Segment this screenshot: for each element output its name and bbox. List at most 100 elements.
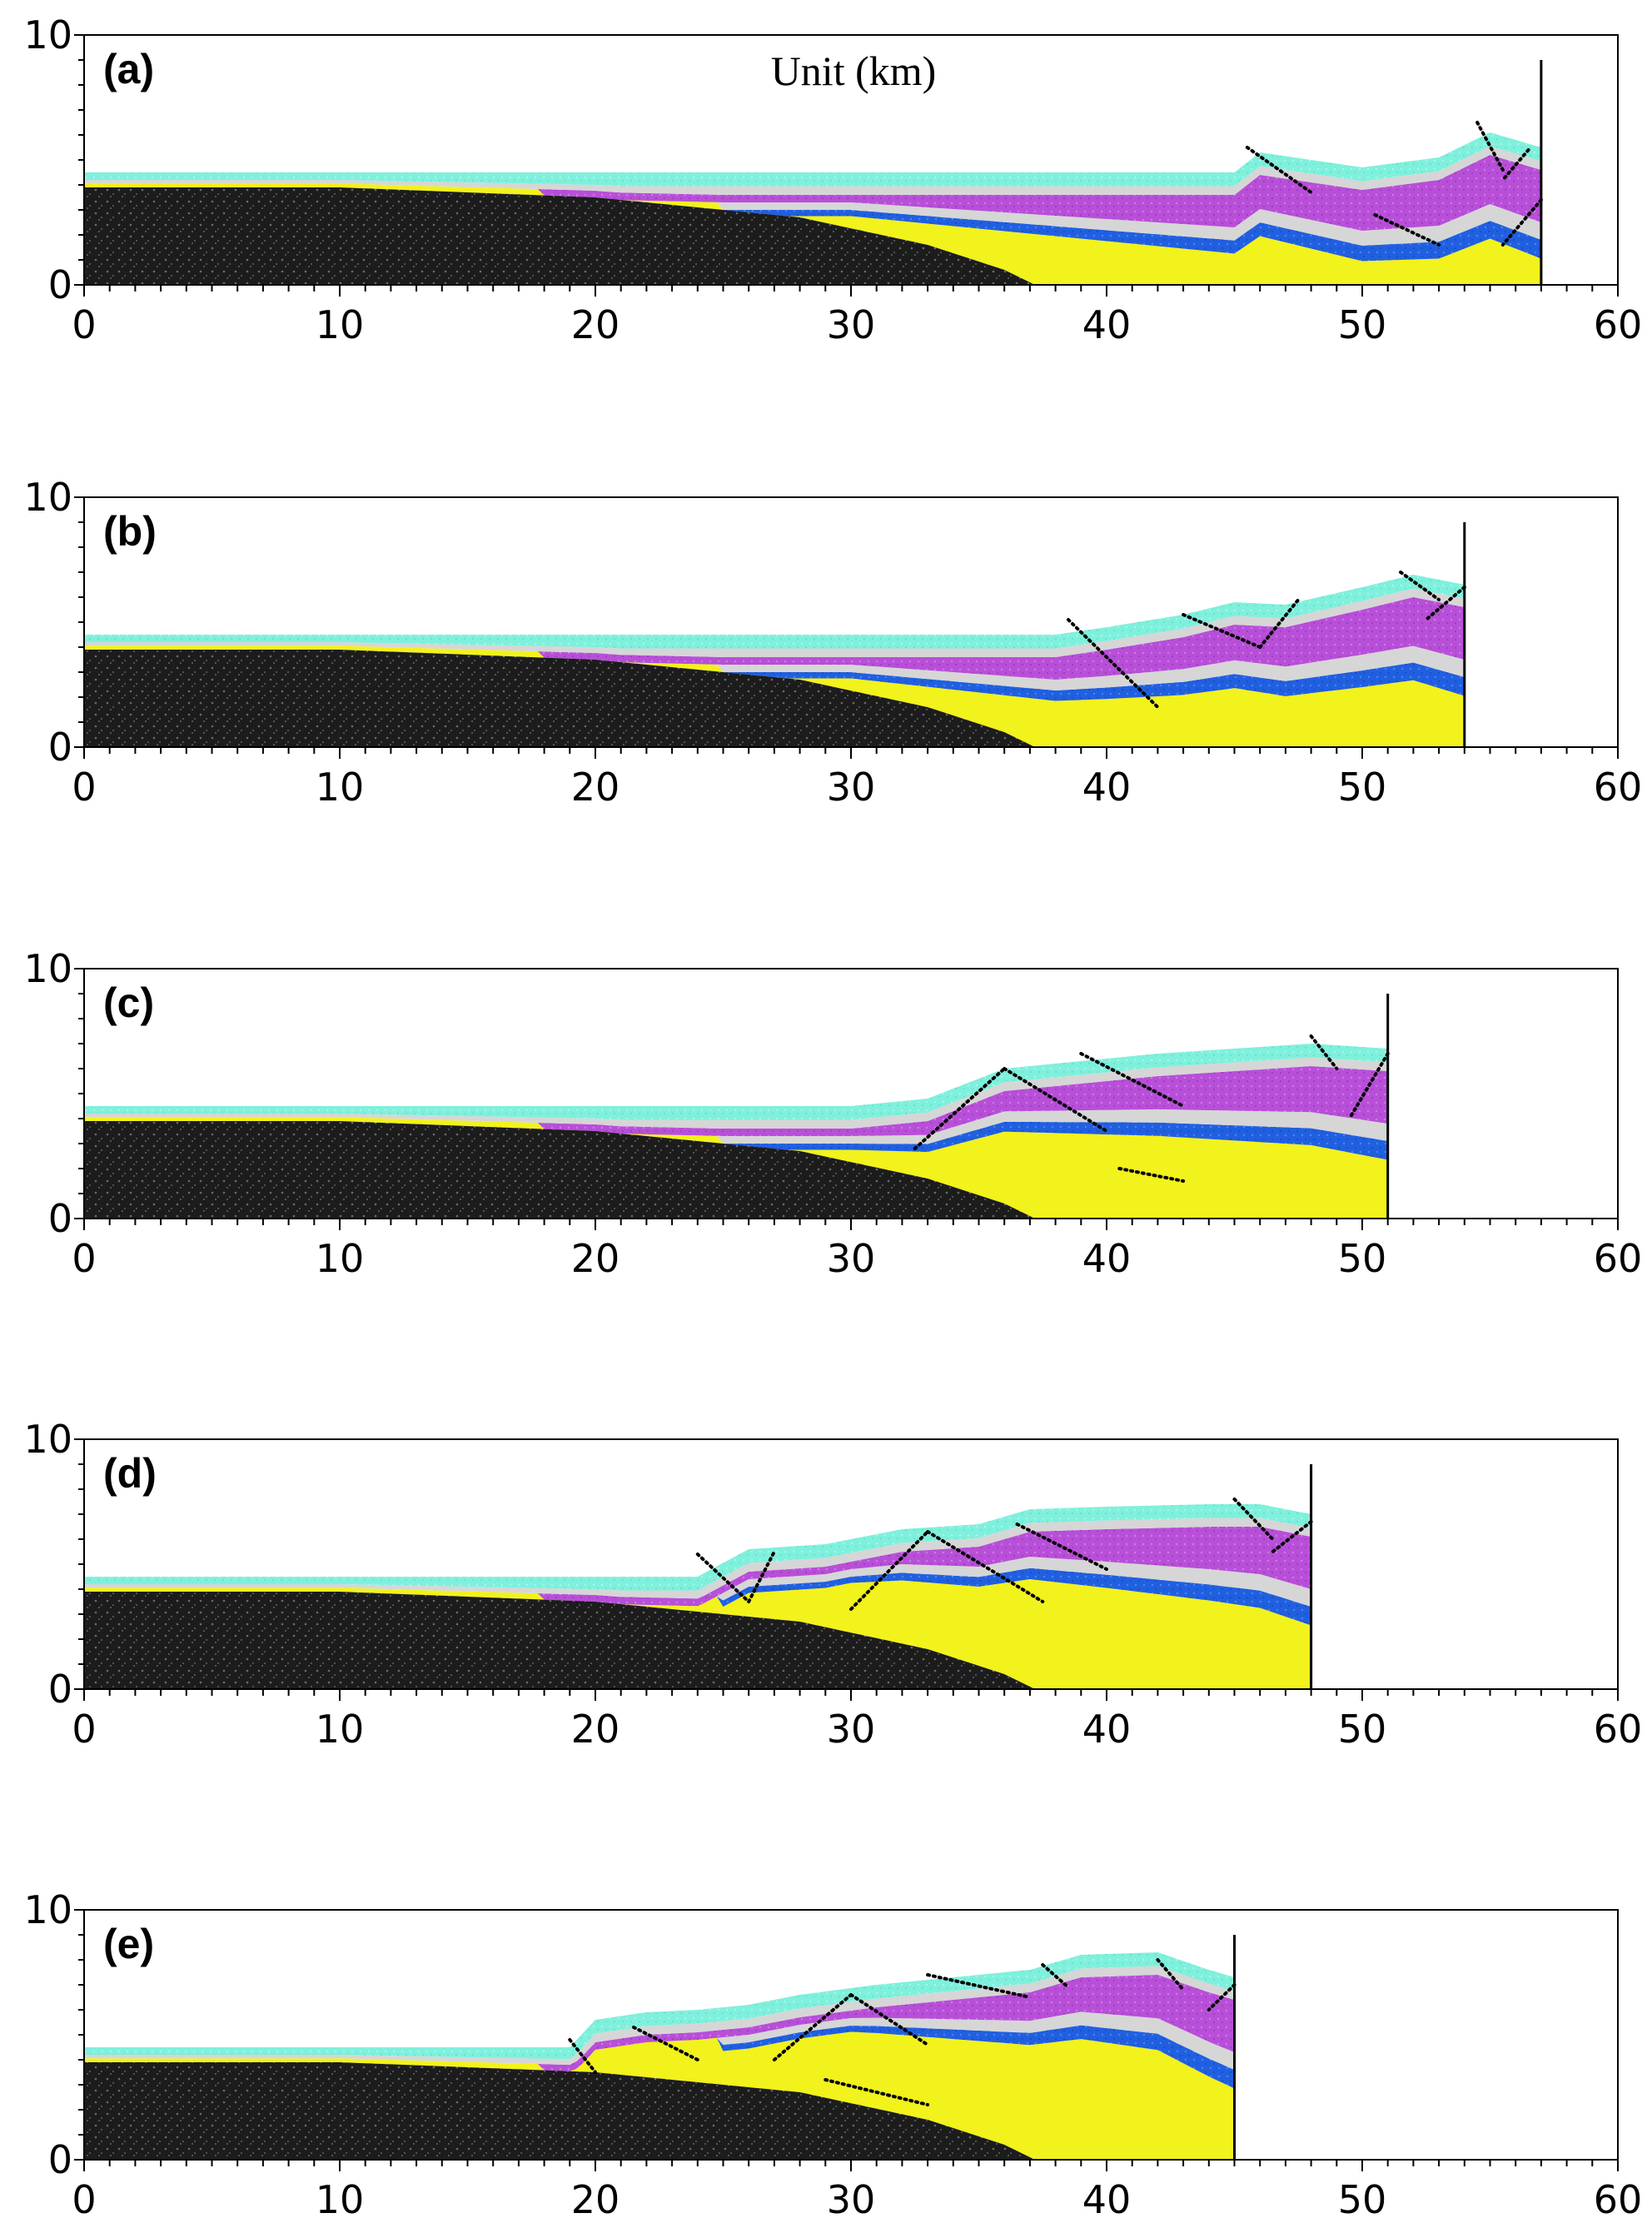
panel-d: 0 10 20 30 40 50 60 0 10 (d): [23, 1417, 1642, 1752]
blue-layer: [84, 1568, 1311, 1626]
fault-line: [1079, 1052, 1186, 1108]
y-tick-label: 0: [48, 1196, 72, 1241]
x-tick-label: 20: [571, 1236, 620, 1281]
grey-layer-lower: [84, 2011, 1235, 2071]
x-tick-label: 60: [1594, 1236, 1643, 1281]
x-tick-label: 40: [1082, 765, 1132, 810]
basement: [84, 187, 1036, 285]
panel-label: (c): [103, 979, 154, 1026]
y-tick-label: 10: [23, 12, 72, 57]
x-tick-label: 30: [827, 1707, 876, 1752]
panel-label: (e): [103, 1921, 154, 1967]
x-tick-label: 20: [571, 2177, 620, 2222]
x-tick-label: 30: [827, 302, 876, 347]
x-tick-label: 20: [571, 1707, 620, 1752]
x-tick-label: 10: [316, 1707, 365, 1752]
grey-layer-upper: [84, 1057, 1388, 1129]
grey-layer-upper: [84, 1966, 1235, 2066]
fault-line: [695, 1553, 751, 1603]
yellow-layer: [84, 183, 1541, 285]
panel-c: 0 10 20 30 40 50 60 0 10 (c): [23, 946, 1642, 1281]
blue-layer: [84, 645, 1465, 701]
y-tick-label: 10: [23, 1887, 72, 1932]
fault-line: [1156, 1958, 1186, 1991]
magenta-layer: [84, 1975, 1235, 2071]
cyan-layer: [84, 575, 1465, 649]
x-tick-label: 20: [571, 302, 620, 347]
fault-line: [1258, 598, 1301, 649]
basement: [84, 1121, 1036, 1219]
fault-line: [1309, 1034, 1339, 1070]
x-tick-label: 0: [72, 765, 96, 810]
cyan-layer: [84, 132, 1541, 187]
fault-line: [632, 2026, 699, 2061]
panel-label: (a): [103, 46, 154, 92]
panel-e: 0 10 20 30 40 50 60 0 10 (e): [23, 1887, 1642, 2222]
unit-label: Unit (km): [771, 47, 937, 94]
x-tick-label: 10: [316, 2177, 365, 2222]
basement: [84, 2062, 1036, 2160]
grey-layer-lower: [84, 1557, 1311, 1607]
basement: [84, 650, 1036, 747]
y-tick-label: 0: [48, 2137, 72, 2182]
fault-line: [1117, 1167, 1186, 1183]
y-tick-label: 0: [48, 1667, 72, 1712]
panel-label: (b): [103, 508, 157, 555]
x-tick-label: 0: [72, 1236, 96, 1281]
x-tick-label: 40: [1082, 2177, 1132, 2222]
magenta-layer: [84, 1066, 1388, 1136]
fault-line: [1207, 1983, 1237, 2011]
x-tick-label: 50: [1338, 302, 1387, 347]
panel-a: 0 10 20 30 40 50 60 0 10 (a): [23, 12, 1642, 347]
panel-label: (d): [103, 1450, 157, 1497]
x-tick-label: 10: [316, 765, 365, 810]
x-tick-label: 50: [1338, 1236, 1387, 1281]
fault-line: [1003, 1067, 1108, 1133]
x-tick-label: 0: [72, 1707, 96, 1752]
grey-layer-upper: [84, 1518, 1311, 1599]
grey-layer-upper: [84, 588, 1465, 657]
fault-line: [1500, 148, 1530, 182]
x-tick-label: 10: [316, 1236, 365, 1281]
fault-line: [747, 1550, 776, 1603]
cyan-layer: [84, 1044, 1388, 1120]
fault-line: [913, 1067, 1007, 1150]
x-tick-label: 60: [1594, 302, 1643, 347]
grey-layer-lower: [84, 1109, 1388, 1144]
fault-line: [1041, 1963, 1070, 1989]
blue-layer: [84, 183, 1541, 262]
fault-line: [1271, 1520, 1313, 1553]
fault-line: [1399, 571, 1441, 601]
yellow-layer: [84, 1579, 1311, 1689]
fault-line: [926, 1530, 1045, 1603]
grey-layer-lower: [84, 183, 1541, 246]
y-tick-label: 10: [23, 1417, 72, 1462]
magenta-layer: [84, 597, 1465, 680]
x-tick-label: 60: [1594, 1707, 1643, 1752]
x-tick-label: 40: [1082, 1236, 1132, 1281]
x-tick-label: 60: [1594, 2177, 1643, 2222]
x-tick-label: 50: [1338, 1707, 1387, 1752]
basement: [84, 1592, 1036, 1689]
yellow-layer: [84, 645, 1465, 747]
magenta-layer: [84, 1527, 1311, 1607]
grey-layer-upper: [84, 146, 1541, 195]
magenta-layer: [84, 155, 1541, 231]
fault-line: [1245, 146, 1313, 194]
yellow-layer: [84, 2031, 1235, 2160]
y-tick-label: 10: [23, 475, 72, 520]
fault-line: [926, 1973, 1032, 1999]
fault-line: [568, 2038, 597, 2074]
cyan-layer: [84, 1504, 1311, 1591]
fault-line: [824, 2078, 930, 2106]
fault-line: [772, 1993, 853, 2061]
fault-line: [849, 1530, 930, 1611]
x-tick-label: 0: [72, 302, 96, 347]
x-tick-label: 50: [1338, 2177, 1387, 2222]
x-tick-label: 60: [1594, 765, 1643, 810]
fault-line: [1373, 213, 1441, 247]
fault-line: [1500, 198, 1543, 247]
x-tick-label: 50: [1338, 765, 1387, 810]
x-tick-label: 30: [827, 2177, 876, 2222]
